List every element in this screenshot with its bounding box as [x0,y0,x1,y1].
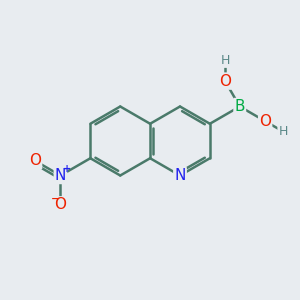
Text: B: B [235,99,245,114]
Text: N: N [174,168,186,183]
Text: −: − [50,194,60,204]
Text: H: H [278,125,288,138]
Text: +: + [63,164,71,174]
Text: O: O [219,74,231,88]
Text: N: N [55,168,66,183]
Text: O: O [259,114,271,129]
Text: O: O [55,197,67,212]
Text: H: H [220,54,230,67]
Text: O: O [29,153,41,168]
